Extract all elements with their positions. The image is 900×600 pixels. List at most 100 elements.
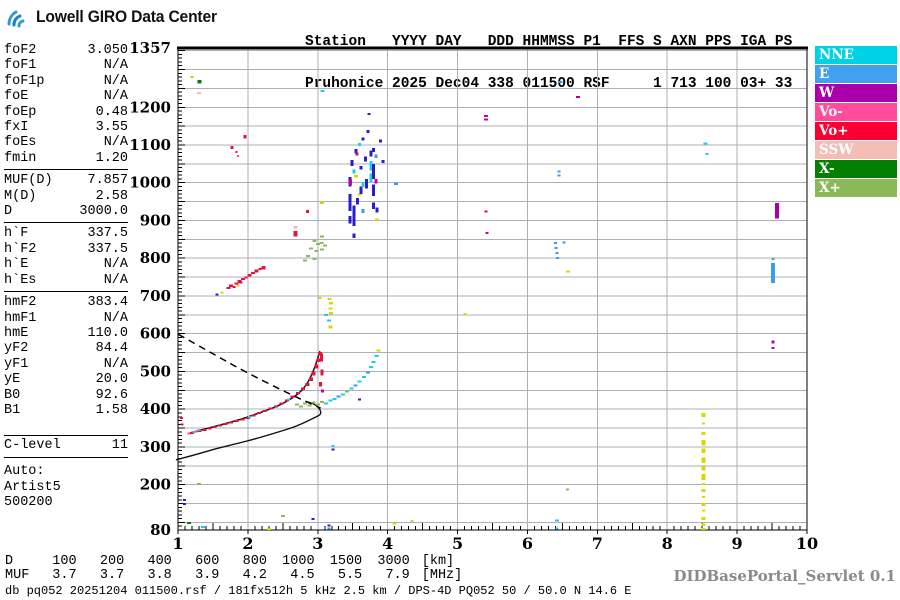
echo-point xyxy=(375,207,379,213)
param-row-foF2: foF2 3.050 xyxy=(4,43,128,58)
echo-point xyxy=(366,129,370,133)
param-row-h`F2: h`F2 337.5 xyxy=(4,242,128,257)
x-axis-label: 9 xyxy=(732,534,743,553)
echo-point xyxy=(314,249,319,252)
param-label: yE xyxy=(4,372,21,388)
echo-point xyxy=(361,137,365,141)
echo-point xyxy=(312,240,317,243)
param-row-h`E: h`E N/A xyxy=(4,257,128,272)
param-label: foF2 xyxy=(4,43,37,58)
echo-point xyxy=(315,243,320,246)
echo-points xyxy=(180,75,779,531)
y-axis-label: 400 xyxy=(140,400,171,418)
param-label: C-level xyxy=(4,438,61,454)
y-axis-label: 900 xyxy=(140,211,171,229)
param-value: 20.0 xyxy=(95,372,128,388)
autoscaling-line: Artist5 xyxy=(4,479,61,495)
echo-point xyxy=(356,197,360,205)
echo-point xyxy=(187,432,191,435)
echo-point xyxy=(307,404,312,407)
echo-point xyxy=(273,405,278,408)
echo-point xyxy=(375,218,380,221)
y-axis-label: 200 xyxy=(140,476,171,494)
echo-point xyxy=(207,427,212,430)
echo-point xyxy=(235,151,238,153)
echo-point xyxy=(329,302,334,305)
echo-point xyxy=(371,360,376,363)
muf-cell: 5.5 xyxy=(337,568,363,583)
plot-frame xyxy=(177,47,808,531)
y-axis-label: 700 xyxy=(140,287,171,305)
param-row-C-level: C-level 11 xyxy=(4,438,128,453)
giro-logo-icon xyxy=(7,10,25,28)
echo-point xyxy=(701,528,706,531)
echo-point xyxy=(220,291,224,294)
echo-point xyxy=(244,276,248,279)
echo-point xyxy=(702,496,706,498)
echo-point xyxy=(554,246,558,249)
param-row-h`Es: h`Es N/A xyxy=(4,273,128,288)
echo-point xyxy=(554,519,559,522)
echo-point xyxy=(327,319,331,322)
param-label: h`F2 xyxy=(4,241,37,257)
echo-point xyxy=(327,527,331,530)
echo-point xyxy=(197,428,201,431)
param-value: 92.6 xyxy=(95,387,128,403)
echo-point xyxy=(322,244,327,247)
muf-table-row-D: D 100 200 400 600 800 1000 1500 3000 [km] xyxy=(5,555,462,569)
param-label: foEp xyxy=(4,104,37,120)
echo-point xyxy=(318,297,322,300)
echo-point xyxy=(485,231,489,234)
echo-point xyxy=(350,160,354,166)
legend-item-NNE: NNE xyxy=(815,46,897,64)
echo-point xyxy=(303,402,308,405)
param-value: 110.0 xyxy=(87,325,128,341)
echo-point xyxy=(234,420,239,423)
echo-point xyxy=(702,482,706,486)
echo-point xyxy=(327,297,332,301)
param-row-fxI: fxI 3.55 xyxy=(4,120,128,135)
echo-point xyxy=(363,156,367,162)
param-value: 84.4 xyxy=(95,341,128,357)
echo-point xyxy=(702,422,706,425)
param-value: 337.5 xyxy=(87,241,128,257)
echo-point xyxy=(379,139,383,143)
param-value: 1.20 xyxy=(95,150,128,166)
param-row-foF1: foF1 N/A xyxy=(4,58,128,73)
echo-point xyxy=(352,205,356,227)
param-label: B1 xyxy=(4,402,21,418)
echo-point xyxy=(372,202,376,210)
echo-point xyxy=(180,416,183,419)
legend-item-X+: X+ xyxy=(815,179,897,197)
echo-point xyxy=(266,528,271,531)
param-row-foEs: foEs N/A xyxy=(4,135,128,150)
echo-point xyxy=(354,148,358,154)
echo-point xyxy=(701,457,706,463)
y-axis-label: 800 xyxy=(140,249,171,267)
param-value: 3.55 xyxy=(95,120,128,136)
echo-point xyxy=(247,274,252,277)
echo-point xyxy=(328,399,333,402)
echo-point xyxy=(348,216,352,224)
param-label: D xyxy=(4,204,13,220)
echo-point xyxy=(215,293,219,296)
legend-item-Vo+: Vo+ xyxy=(815,122,897,140)
echo-point xyxy=(484,210,488,213)
echo-point xyxy=(319,242,324,244)
echo-point xyxy=(376,349,381,352)
echo-point xyxy=(701,489,706,493)
echo-point xyxy=(279,402,284,405)
echo-point xyxy=(320,201,324,204)
echo-point xyxy=(353,384,358,387)
echo-point xyxy=(286,398,290,401)
echo-point xyxy=(328,325,333,329)
echo-point xyxy=(314,364,319,369)
echo-point xyxy=(557,174,561,177)
echo-point xyxy=(369,150,373,157)
station-header-values: Pruhonice 2025 Dec04 338 011500 RSF 1 71… xyxy=(305,76,793,92)
echo-point xyxy=(369,173,373,182)
muf-cell: 1000 xyxy=(282,554,315,569)
echo-point xyxy=(311,401,316,404)
echo-point xyxy=(192,431,196,434)
